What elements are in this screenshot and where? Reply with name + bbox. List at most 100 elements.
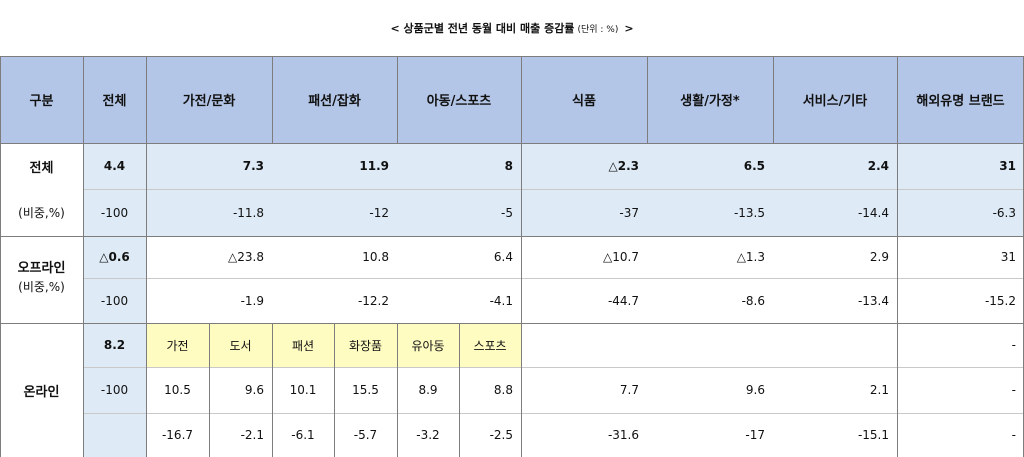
header-electronics: 가전/문화 [182, 94, 236, 109]
offline-value-kids-sports: 6.4 [493, 250, 513, 264]
online-sub-books: 도서 [229, 338, 252, 353]
offline-share-all: -100 [100, 293, 129, 308]
offline-value-all: △0.6 [99, 250, 130, 264]
offline-label: 오프라인 [17, 260, 66, 276]
header-fashion: 패션/잡화 [308, 94, 361, 109]
offline-value-electronics: △23.8 [228, 250, 264, 264]
offline-value-food: △10.7 [603, 250, 639, 264]
online-share-all: -100 [100, 383, 129, 397]
header-living: 생활/가정* [680, 94, 740, 109]
total-value-living: 6.5 [743, 159, 765, 173]
online-value-food: 7.7 [619, 383, 639, 397]
offline-share-electronics: -1.9 [240, 293, 264, 308]
offline-value-fashion: 10.8 [362, 250, 389, 264]
online-value-electronics: 10.5 [164, 383, 191, 397]
online-value-fashion: 10.1 [289, 383, 317, 397]
offline-share-service: -13.4 [857, 293, 889, 308]
header-overseas: 해외유명 브랜드 [916, 94, 1005, 109]
vrule-2 [146, 56, 147, 457]
header-kids-sports: 아동/스포츠 [426, 94, 492, 109]
online-value-living: 9.6 [745, 383, 765, 397]
vrule-3-online [272, 323, 273, 457]
sales-table: 구분 전체 가전/문화 패션/잡화 아동/스포츠 식품 생활/가정* 서비스/기… [0, 56, 1024, 457]
total-share-kids-sports: -5 [501, 205, 513, 220]
total-value-overseas: 31 [999, 159, 1016, 173]
offline-share-label: (비중,%) [18, 279, 65, 294]
online-share-fashion: -6.1 [291, 428, 315, 442]
total-value-fashion: 11.9 [359, 159, 389, 173]
online-label: 온라인 [23, 384, 60, 400]
offline-value-service: 2.9 [869, 250, 889, 264]
vrule-4-header [397, 56, 398, 143]
rule-online-1 [83, 367, 1024, 368]
online-sub-electronics: 가전 [166, 338, 189, 353]
online-value-all: 8.2 [103, 338, 126, 352]
offline-share-overseas: -15.2 [984, 293, 1016, 308]
title-close: > [624, 21, 634, 35]
online-sub-sports: 스포츠 [473, 338, 507, 353]
online-share-kids: -3.2 [416, 428, 440, 442]
vrule-1 [83, 56, 84, 457]
online-overseas-2: - [1011, 383, 1016, 397]
rule-top [0, 56, 1024, 57]
total-value-kids-sports: 8 [504, 159, 513, 173]
rule-header [0, 143, 1024, 144]
online-share-service: -15.1 [857, 428, 889, 442]
total-share-living: -13.5 [733, 205, 765, 220]
rule-offline [0, 323, 1024, 324]
rule-online-2 [83, 413, 1024, 414]
vrule-8 [897, 56, 898, 457]
online-share-electronics: -16.7 [161, 428, 194, 442]
header-category: 구분 [29, 94, 54, 109]
rule-total-mid [83, 189, 1024, 190]
online-share-living: -17 [745, 428, 765, 442]
header-total: 전체 [102, 94, 127, 109]
rule-total [0, 236, 1024, 237]
header-food: 식품 [572, 94, 596, 109]
total-share-service: -14.4 [857, 205, 889, 220]
online-sub-fashion: 패션 [291, 338, 315, 353]
offline-share-food: -44.7 [607, 293, 639, 308]
header-service: 서비스/기타 [802, 94, 868, 109]
online-value-sports: 8.8 [493, 383, 513, 397]
title-main: < 상품군별 전년 동월 대비 매출 증감률 [390, 22, 575, 35]
vrule-6-header [647, 56, 648, 143]
total-share-all: -100 [100, 205, 129, 220]
online-overseas-3: - [1011, 428, 1016, 442]
online-subheader-background [146, 323, 521, 367]
offline-share-living: -8.6 [741, 293, 765, 308]
online-share-sports: -2.5 [489, 428, 513, 442]
title-unit: (단위 : %) [577, 24, 619, 35]
total-value-service: 2.4 [867, 159, 889, 173]
total-value-all: 4.4 [103, 159, 126, 173]
header-background [0, 56, 1024, 143]
online-share-books: -2.1 [240, 428, 264, 442]
total-share-fashion: -12 [369, 205, 389, 220]
total-value-electronics: 7.3 [242, 159, 264, 173]
total-share-food: -37 [619, 205, 639, 220]
online-value-books: 9.6 [244, 383, 264, 397]
offline-share-kids-sports: -4.1 [489, 293, 513, 308]
total-share-electronics: -11.8 [232, 205, 264, 220]
offline-share-fashion: -12.2 [357, 293, 389, 308]
offline-value-living: △1.3 [736, 250, 765, 264]
table-title: < 상품군별 전년 동월 대비 매출 증감률 (단위 : %) > [0, 0, 1024, 56]
online-overseas-1: - [1011, 338, 1016, 352]
online-sub-kids: 유아동 [411, 338, 445, 353]
total-value-food: △2.3 [608, 159, 640, 173]
total-share-overseas: -6.3 [992, 205, 1016, 220]
vrule-left [0, 56, 1, 457]
online-share-food: -31.6 [607, 428, 639, 442]
online-share-cosmetics: -5.7 [353, 428, 378, 442]
online-sub-cosmetics: 화장품 [348, 338, 383, 353]
vrule-online-c [459, 323, 460, 457]
total-share-label: (비중,%) [18, 206, 65, 220]
total-label: 전체 [29, 160, 54, 176]
online-value-kids: 8.9 [418, 383, 438, 397]
vrule-7-header [773, 56, 774, 143]
online-value-cosmetics: 15.5 [352, 383, 379, 397]
vrule-5 [521, 56, 522, 457]
vrule-3-header [272, 56, 273, 143]
rule-offline-mid [83, 278, 1024, 279]
offline-value-overseas: 31 [1000, 250, 1016, 264]
